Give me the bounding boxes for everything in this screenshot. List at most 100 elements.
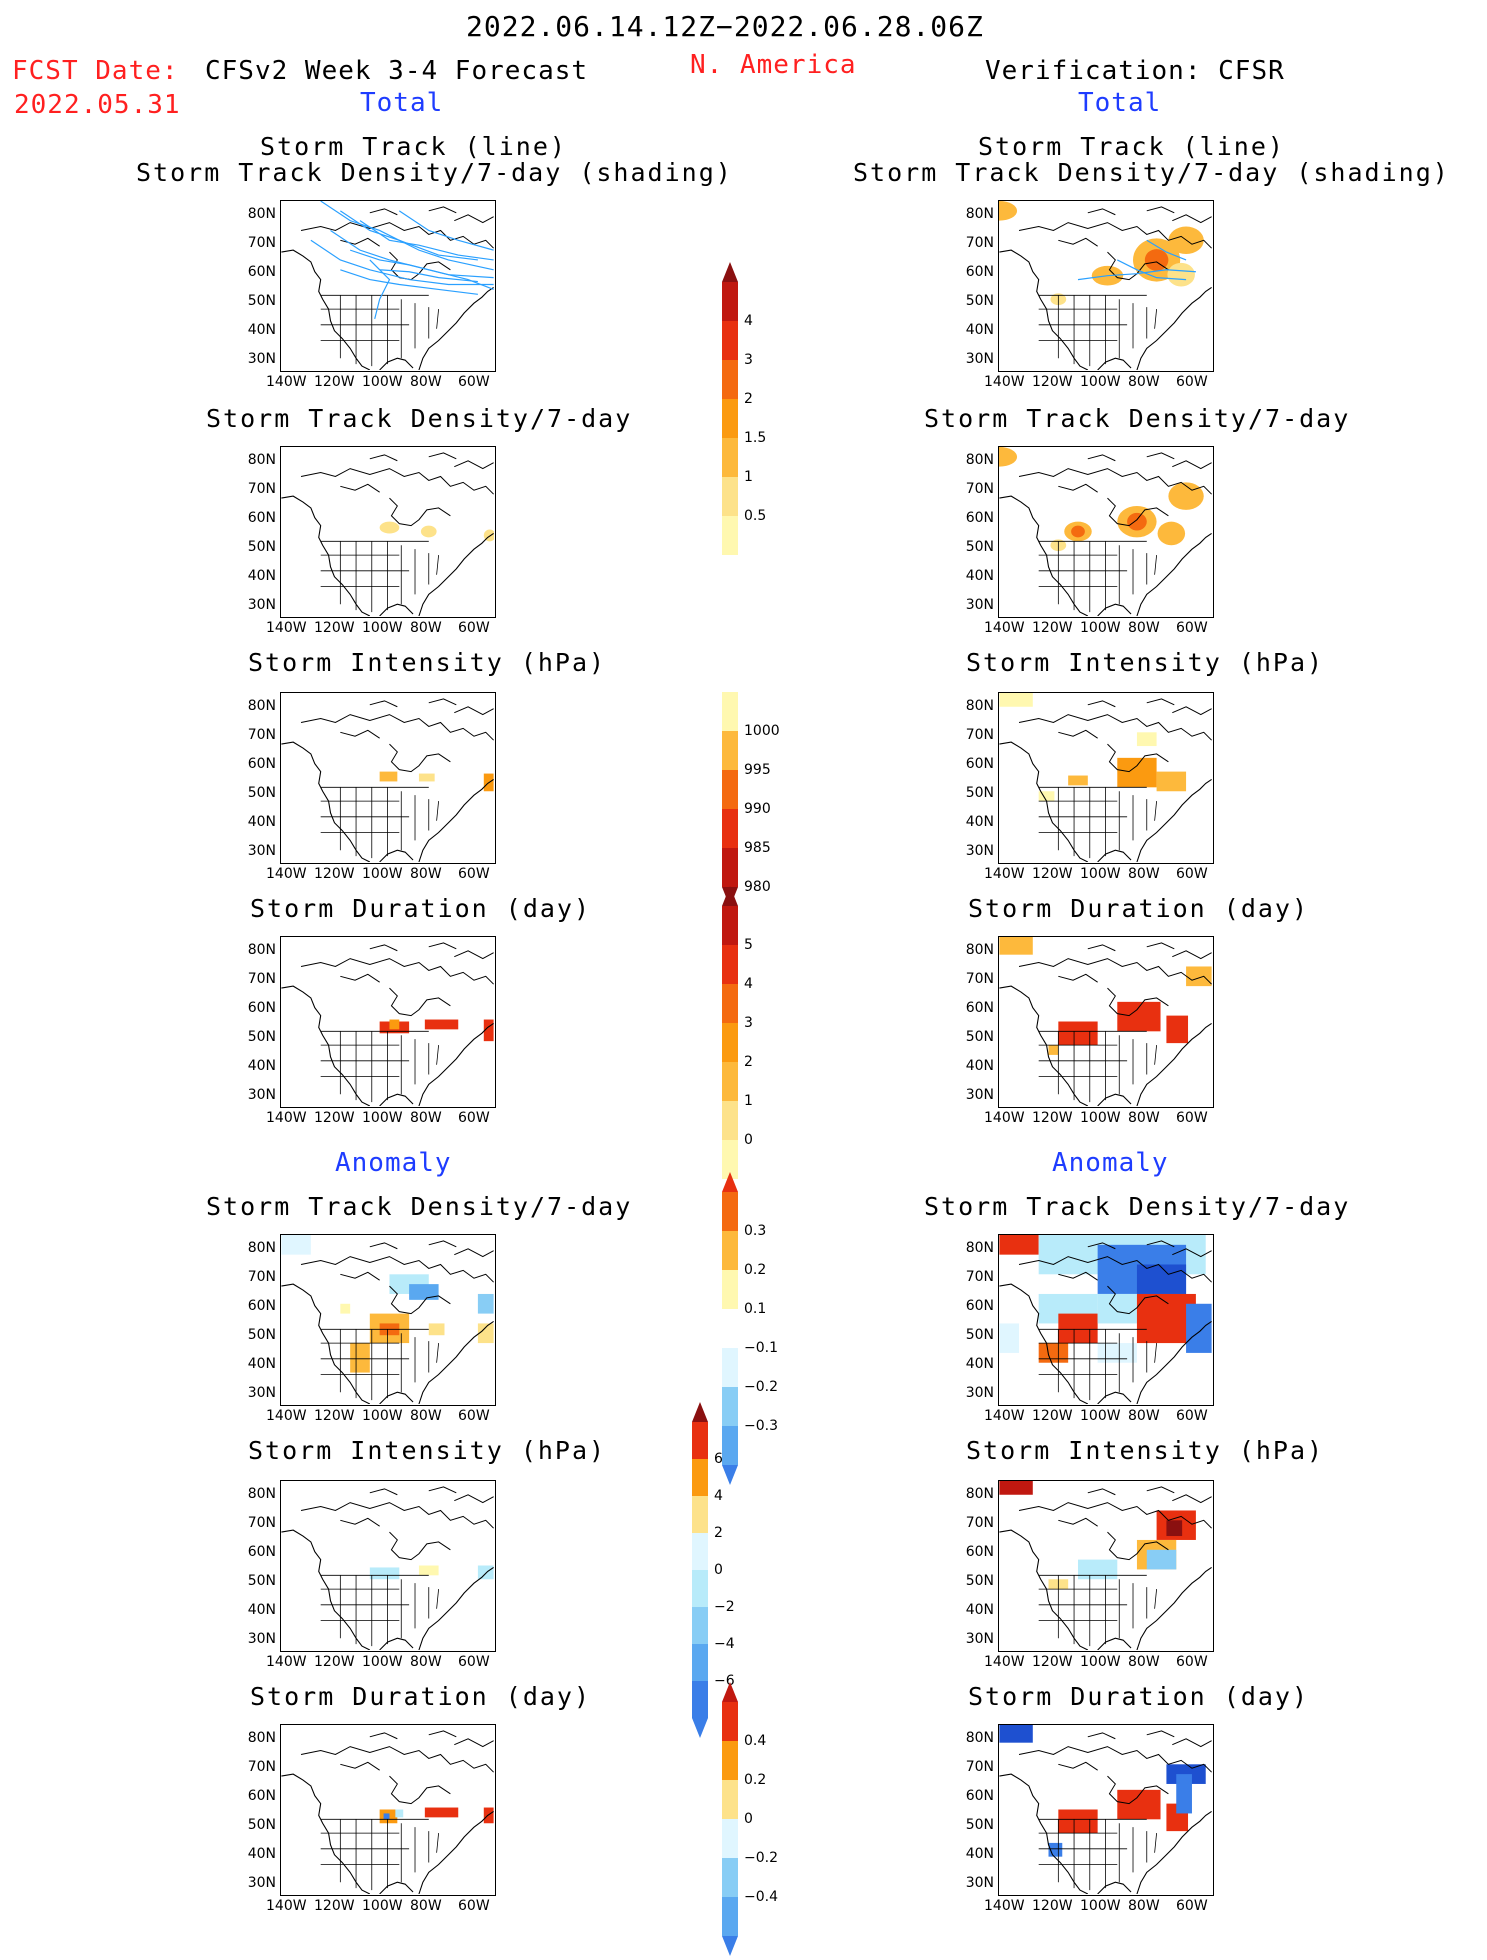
map-outline bbox=[320, 294, 439, 367]
lon-tick-label: 80W bbox=[1128, 866, 1160, 882]
lat-tick-label: 70N bbox=[965, 235, 994, 251]
lon-tick-label: 120W bbox=[1032, 1654, 1073, 1670]
colorbar-label: 1 bbox=[744, 469, 753, 485]
colorbar-label: 2 bbox=[744, 391, 753, 407]
map-panel-density-anom-left: 80N 70N 60N 50N 40N 30N 140W 120W 100W 80W 60W bbox=[230, 1234, 496, 1424]
shading-cell bbox=[1186, 966, 1212, 987]
map-canvas bbox=[999, 201, 1212, 371]
colorbar-swatch bbox=[722, 438, 738, 477]
lat-tick-label: 30N bbox=[965, 1875, 994, 1891]
map-outline bbox=[320, 540, 439, 613]
colorbar-arrow-top bbox=[722, 262, 738, 282]
map-outline bbox=[300, 452, 494, 527]
lat-tick-label: 60N bbox=[965, 1788, 994, 1804]
title-intensity-anom-right: Storm Intensity (hPa) bbox=[966, 1436, 1325, 1465]
shading-cell bbox=[389, 1019, 400, 1030]
map-canvas bbox=[281, 698, 494, 863]
lat-tick-label: 30N bbox=[247, 1631, 276, 1647]
map-frame bbox=[280, 1234, 496, 1406]
storm-track-line bbox=[369, 259, 391, 320]
lon-tick-label: 140W bbox=[984, 866, 1025, 882]
map-panel-track-right: 80N 70N 60N 50N 40N 30N 140W 120W 100W 80W 60W bbox=[948, 200, 1214, 390]
lat-tick-label: 60N bbox=[965, 264, 994, 280]
lon-tick-label: 100W bbox=[362, 1408, 403, 1424]
shading-cell bbox=[999, 1323, 1020, 1353]
shading-cell bbox=[1068, 775, 1088, 786]
storm-track-line bbox=[1117, 259, 1187, 281]
shading-cell bbox=[1166, 1520, 1183, 1537]
colorbar-duration-total: 5 4 3 2 1 0 bbox=[720, 886, 753, 1203]
shading-cell bbox=[1058, 1809, 1098, 1834]
lat-tick-label: 40N bbox=[965, 1356, 994, 1372]
map-frame bbox=[280, 200, 496, 372]
lon-tick-label: 60W bbox=[1176, 620, 1208, 636]
lat-tick-label: 40N bbox=[247, 1846, 276, 1862]
colorbar-arrow-bottom bbox=[722, 1936, 738, 1956]
lon-tick-label: 140W bbox=[266, 620, 307, 636]
colorbar-label: 4 bbox=[714, 1488, 723, 1504]
map-outline bbox=[1038, 1030, 1157, 1103]
lat-tick-label: 80N bbox=[247, 1240, 276, 1256]
map-outline bbox=[281, 1283, 494, 1405]
lon-tick-label: 100W bbox=[1080, 1654, 1121, 1670]
colorbar-label: 0.5 bbox=[744, 508, 767, 524]
lon-tick-label: 60W bbox=[458, 1654, 490, 1670]
title-track-line-right: Storm Track (line) bbox=[978, 132, 1285, 161]
colorbar-swatch bbox=[692, 1570, 708, 1607]
map-outline bbox=[1038, 1574, 1157, 1647]
lat-tick-label: 30N bbox=[247, 1875, 276, 1891]
lon-tick-label: 100W bbox=[1080, 1408, 1121, 1424]
fcst-date-value: 2022.05.31 bbox=[14, 90, 181, 120]
lon-tick-label: 60W bbox=[458, 1898, 490, 1914]
map-canvas bbox=[281, 1730, 494, 1895]
lon-tick-label: 120W bbox=[1032, 374, 1073, 390]
shading-cell bbox=[424, 1019, 459, 1030]
colorbar-density-anom: 0.3 0.2 0.1 −0.1 −0.2 −0.3 bbox=[720, 1172, 778, 1489]
lat-tick-label: 80N bbox=[247, 942, 276, 958]
colorbar-swatch bbox=[722, 1819, 738, 1858]
colorbar-label: 995 bbox=[744, 762, 771, 778]
map-outline bbox=[300, 698, 494, 773]
colorbar-swatch bbox=[722, 809, 738, 848]
colorbar-swatch bbox=[722, 1348, 738, 1387]
colorbar-label: 0.4 bbox=[744, 1733, 767, 1749]
map-frame bbox=[998, 200, 1214, 372]
colorbar-label: 2 bbox=[714, 1525, 723, 1541]
storm-track-line bbox=[379, 269, 478, 283]
lon-tick-label: 120W bbox=[314, 620, 355, 636]
title-density-anom-right: Storm Track Density/7-day bbox=[924, 1192, 1351, 1221]
lon-tick-label: 80W bbox=[410, 1110, 442, 1126]
colorbar-swatch bbox=[722, 1192, 738, 1231]
lat-tick-label: 70N bbox=[247, 481, 276, 497]
colorbar-swatch bbox=[722, 984, 738, 1023]
map-outline bbox=[281, 249, 494, 371]
lat-tick-label: 60N bbox=[965, 756, 994, 772]
colorbar-swatch bbox=[722, 1897, 738, 1936]
colorbar-label: 4 bbox=[744, 976, 753, 992]
lon-tick-label: 80W bbox=[410, 1898, 442, 1914]
lat-tick-label: 50N bbox=[965, 1817, 994, 1833]
lat-tick-label: 30N bbox=[965, 1631, 994, 1647]
map-canvas bbox=[281, 201, 494, 371]
colorbar-canvas bbox=[722, 262, 738, 555]
map-canvas bbox=[999, 447, 1212, 617]
map-frame bbox=[998, 692, 1214, 864]
shading-cell bbox=[477, 1293, 494, 1314]
title-density-total-left: Storm Track Density/7-day bbox=[206, 404, 633, 433]
lat-tick-label: 50N bbox=[247, 785, 276, 801]
shading-cell bbox=[350, 1343, 370, 1373]
lat-tick-label: 40N bbox=[247, 1602, 276, 1618]
lat-tick-label: 80N bbox=[965, 1486, 994, 1502]
lat-tick-label: 50N bbox=[965, 1573, 994, 1589]
map-frame bbox=[280, 1724, 496, 1896]
lat-tick-label: 50N bbox=[247, 1029, 276, 1045]
lat-tick-label: 70N bbox=[965, 1269, 994, 1285]
lat-tick-label: 60N bbox=[965, 1000, 994, 1016]
lat-tick-label: 40N bbox=[247, 814, 276, 830]
colorbar-swatch bbox=[722, 1426, 738, 1465]
map-outline bbox=[300, 1240, 494, 1315]
shading-blob bbox=[1071, 525, 1085, 538]
lon-tick-label: 140W bbox=[266, 1898, 307, 1914]
shading-cell bbox=[418, 1565, 439, 1576]
lon-tick-label: 120W bbox=[1032, 620, 1073, 636]
